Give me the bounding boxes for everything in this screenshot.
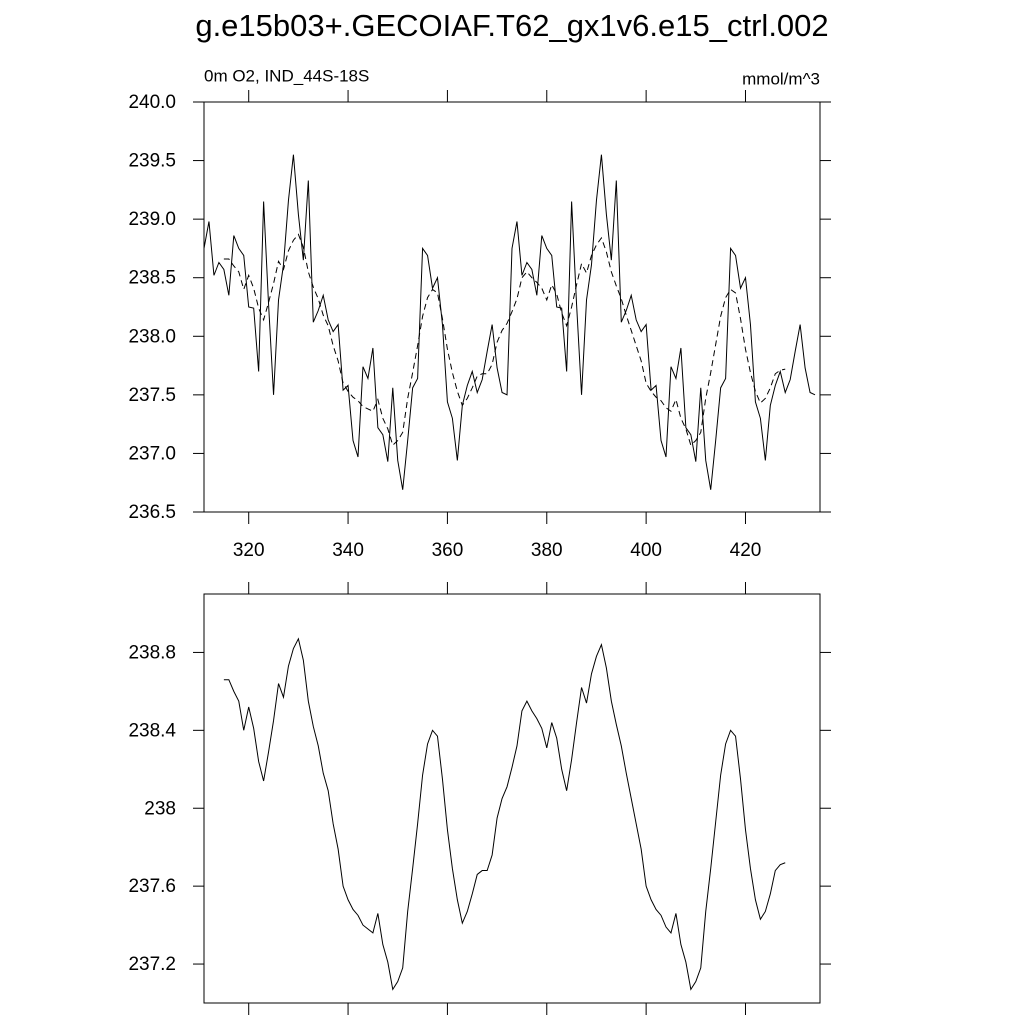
y-tick-label: 240.0 [128,92,176,113]
data-line [203,154,816,490]
data-line [223,637,786,991]
y-tick-label: 239.5 [128,151,176,172]
x-tick-label: 420 [730,540,762,561]
chart-title: g.e15b03+.GECOIAF.T62_gx1v6.e15_ctrl.002 [195,8,828,43]
x-tick-label: 320 [233,540,265,561]
plot-frame [203,101,821,513]
x-tick-label: 380 [531,540,563,561]
y-tick-label: 237.2 [128,954,176,975]
x-tick-label: 360 [432,540,464,561]
y-tick-label: 237.5 [128,385,176,406]
data-line [223,233,786,447]
y-tick-label: 239.0 [128,209,176,230]
x-tick-label: 400 [630,540,662,561]
right-string: mmol/m^3 [742,69,820,88]
x-tick-label: 340 [332,540,364,561]
y-tick-label: 238.5 [128,268,176,289]
y-tick-label: 237.6 [128,876,176,897]
plot-frame [203,593,821,1004]
y-tick-label: 236.5 [128,502,176,523]
y-tick-label: 237.0 [128,443,176,464]
y-tick-label: 238.8 [128,642,176,663]
y-tick-label: 238 [144,798,176,819]
y-tick-label: 238.4 [128,720,176,741]
left-string: 0m O2, IND_44S-18S [204,66,369,85]
y-tick-label: 238.0 [128,326,176,347]
